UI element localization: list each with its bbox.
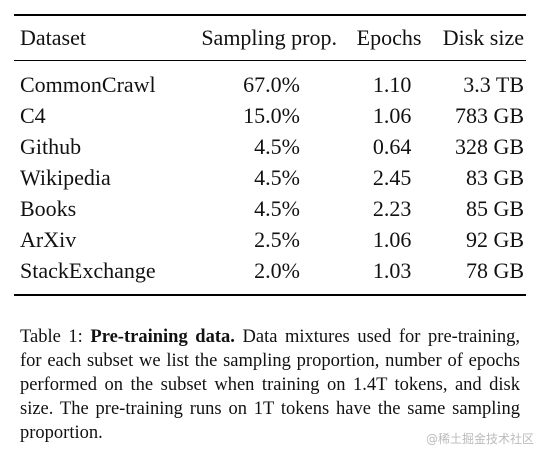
cell-sampling: 2.0% xyxy=(254,257,300,283)
cell-epochs: 2.23 xyxy=(372,195,412,221)
cell-sampling: 15.0% xyxy=(243,102,300,128)
cell-dataset: Books xyxy=(20,195,77,221)
table-row: Wikipedia 4.5% 2.45 83 GB xyxy=(14,162,526,193)
cell-disk: 92 GB xyxy=(465,226,524,252)
caption-text: Data mixtures used for pre-training, for… xyxy=(20,326,520,443)
header-epochs: Epochs xyxy=(356,25,422,51)
header-sampling-prop: Sampling prop. xyxy=(201,25,337,51)
cell-sampling: 4.5% xyxy=(254,164,300,190)
cell-epochs: 1.10 xyxy=(372,71,412,97)
cell-sampling: 4.5% xyxy=(254,195,300,221)
watermark: @稀土掘金技术社区 xyxy=(425,432,534,446)
cell-disk: 783 GB xyxy=(454,102,524,128)
cell-dataset: ArXiv xyxy=(20,226,77,252)
table-row: StackExchange 2.0% 1.03 78 GB xyxy=(14,255,526,295)
cell-disk: 78 GB xyxy=(465,257,524,283)
caption-title: Pre-training data. xyxy=(90,326,235,347)
cell-sampling: 67.0% xyxy=(243,71,300,97)
cell-disk: 3.3 TB xyxy=(463,71,524,97)
header-disk-size: Disk size xyxy=(442,25,524,51)
cell-disk: 328 GB xyxy=(454,133,524,159)
table-header: Dataset Sampling prop. Epochs Disk size xyxy=(14,15,526,61)
table-row: Github 4.5% 0.64 328 GB xyxy=(14,131,526,162)
cell-disk: 85 GB xyxy=(465,195,524,221)
header-row: Dataset Sampling prop. Epochs Disk size xyxy=(14,15,526,61)
table-row: C4 15.0% 1.06 783 GB xyxy=(14,100,526,131)
cell-sampling: 2.5% xyxy=(254,226,300,252)
cell-dataset: C4 xyxy=(20,102,46,128)
cell-epochs: 1.03 xyxy=(372,257,412,283)
table-body: CommonCrawl 67.0% 1.10 3.3 TB C4 15.0% 1… xyxy=(14,61,526,295)
cell-dataset: Github xyxy=(20,133,82,159)
cell-dataset: Wikipedia xyxy=(20,164,111,190)
table-row: Books 4.5% 2.23 85 GB xyxy=(14,193,526,224)
header-dataset: Dataset xyxy=(20,25,86,51)
cell-dataset: StackExchange xyxy=(20,257,156,283)
cell-epochs: 2.45 xyxy=(372,164,412,190)
pretraining-data-table-container: Dataset Sampling prop. Epochs Disk size … xyxy=(14,14,526,296)
cell-epochs: 1.06 xyxy=(372,226,412,252)
table-row: ArXiv 2.5% 1.06 92 GB xyxy=(14,224,526,255)
pretraining-data-table: Dataset Sampling prop. Epochs Disk size … xyxy=(14,14,526,296)
cell-epochs: 0.64 xyxy=(372,133,412,159)
cell-epochs: 1.06 xyxy=(372,102,412,128)
caption-label: Table 1: xyxy=(20,326,91,347)
table-row: CommonCrawl 67.0% 1.10 3.3 TB xyxy=(14,61,526,101)
cell-disk: 83 GB xyxy=(465,164,524,190)
table-caption: Table 1: Pre-training data. Data mixture… xyxy=(20,325,520,445)
cell-dataset: CommonCrawl xyxy=(20,71,156,97)
cell-sampling: 4.5% xyxy=(254,133,300,159)
